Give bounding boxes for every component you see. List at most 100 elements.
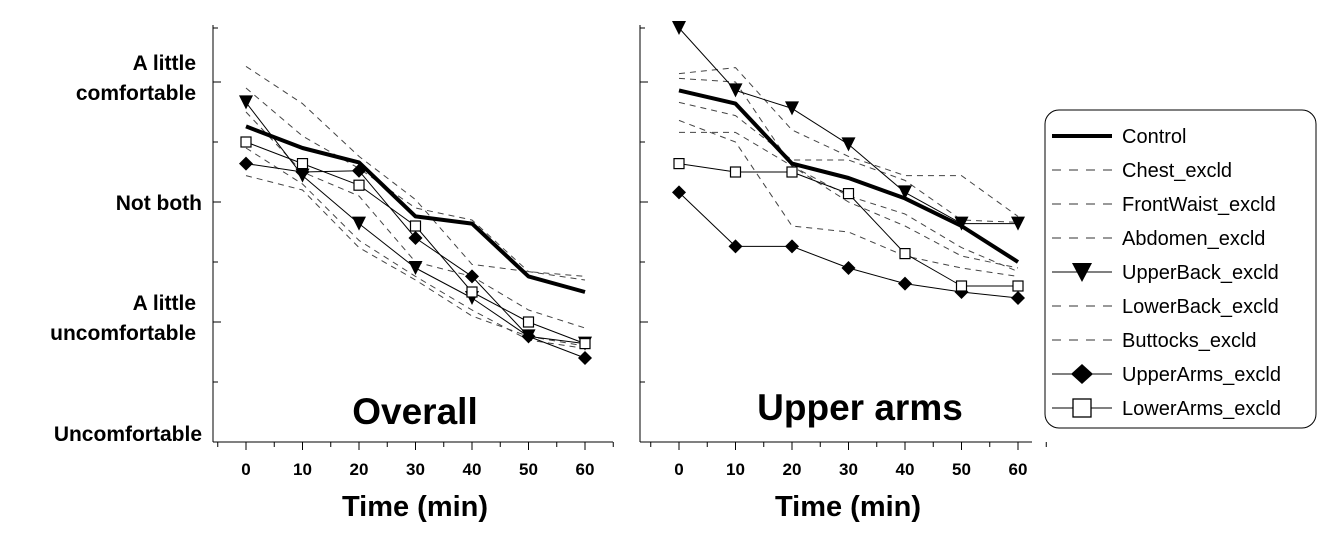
panel-upper-arms: 0 10 20 30 40 50 60 Upper arms Time (min) [639,21,1047,523]
x-tick-label: 40 [896,460,915,479]
series-upperarms-excld [239,156,592,365]
series-lowerarms-excld [673,158,1024,292]
legend-item-abdomen-excld: Abdomen_excld [1052,228,1265,250]
legend-item-control: Control [1052,126,1186,148]
x-tick-label: 30 [839,460,858,479]
series-buttocks-excld [245,175,586,347]
series-chest-excld [678,67,1019,217]
data-point-upperback-excld [1011,216,1025,231]
series-lowerback-excld [678,119,1019,277]
series-line-chest-excld [678,67,1019,217]
legend-item-upperback-excld: UpperBack_excld [1052,262,1279,284]
x-tick-label: 60 [1009,460,1028,479]
data-point-lowerarms-excld [729,166,742,178]
legend-label: Abdomen_excld [1122,228,1265,250]
legend-triangle-icon [1072,263,1092,282]
legend-item-buttocks-excld: Buttocks_excld [1052,330,1257,352]
data-point-upperarms-excld [408,231,423,245]
data-point-upperback-excld [841,137,856,152]
legend-label: Chest_excld [1122,160,1232,182]
data-point-lowerarms-excld [296,158,309,170]
data-point-lowerarms-excld [673,158,685,170]
data-point-upperarms-excld [1011,291,1025,305]
data-point-lowerarms-excld [353,179,365,191]
legend-label: Control [1122,126,1186,148]
legend-label: LowerArms_excld [1122,398,1281,420]
y-tick-label-line: comfortable [76,82,196,105]
x-tick-label: 0 [674,460,683,479]
y-tick-label-a-little-comfortable: A little comfortable [76,52,196,105]
series-line-control [245,124,586,294]
data-point-upperback-excld [728,83,743,98]
data-point-lowerarms-excld [240,136,252,148]
x-tick-label: 10 [726,460,745,479]
data-point-lowerarms-excld [786,166,798,178]
legend-item-upperarms-excld: UpperArms_excld [1052,364,1281,386]
data-point-lowerarms-excld [1012,280,1024,292]
data-point-lowerarms-excld [899,248,911,260]
x-tick-label: 60 [576,460,595,479]
y-tick-label-line: A little [133,52,196,75]
data-point-lowerarms-excld [955,280,968,292]
legend-box [1044,109,1317,429]
series-line-buttocks-excld [678,77,1019,269]
data-point-upperarms-excld [521,329,536,344]
panel-title: Overall [352,391,477,432]
series-lowerarms-excld [240,136,591,350]
data-point-upperback-excld [954,216,969,231]
legend-label: FrontWaist_excld [1122,194,1276,216]
data-point-upperback-excld [239,95,253,110]
series-lowerback-excld [245,147,586,349]
x-tick-label: 20 [783,460,802,479]
x-tick-label: 30 [406,460,425,479]
legend-label: Buttocks_excld [1122,330,1257,352]
data-point-upperarms-excld [728,239,743,254]
series-line-lowerback-excld [245,147,586,349]
legend-item-frontwaist-excld: FrontWaist_excld [1052,194,1276,216]
data-point-upperback-excld [785,101,799,116]
legend-diamond-icon [1071,364,1093,384]
data-point-upperarms-excld [672,185,686,200]
series-frontwaist-excld [678,101,1019,223]
series-chest-excld [245,65,586,277]
legend-item-lowerarms-excld: LowerArms_excld [1052,398,1281,420]
data-point-lowerarms-excld [579,338,591,350]
panel-overall: 0 10 20 30 40 50 60 Uncomfortable A little uncomf… [50,25,614,523]
x-tick-label: 0 [241,460,250,479]
series-line-frontwaist-excld [678,101,1019,223]
y-tick-label-not-both: Not both [116,192,202,215]
x-tick-label: 50 [952,460,971,479]
series-upperarms-excld [672,185,1025,305]
data-point-upperarms-excld [785,239,799,254]
series-line-lowerback-excld [678,119,1019,277]
data-point-upperarms-excld [578,351,592,365]
series-control [245,124,586,294]
series-line-buttocks-excld [245,175,586,347]
data-point-lowerarms-excld [466,286,478,298]
data-point-upperarms-excld [898,276,912,291]
legend-label: UpperArms_excld [1122,364,1281,386]
data-point-upperarms-excld [841,261,856,275]
data-point-upperback-excld [352,216,366,231]
x-tick-label: 20 [350,460,369,479]
x-axis-title: Time (min) [342,491,488,523]
series-upperback-excld [672,21,1025,231]
y-tick-label-a-little-uncomfortable: A little uncomfortable [50,292,196,345]
y-tick-label-line: uncomfortable [50,322,196,345]
series-line-abdomen-excld [679,131,1019,273]
panel-title: Upper arms [757,387,963,428]
x-axis-title: Time (min) [775,491,921,523]
series-abdomen-excld [679,131,1019,273]
y-tick-label-uncomfortable: Uncomfortable [54,423,202,446]
legend-item-chest-excld: Chest_excld [1052,160,1232,182]
legend-label: UpperBack_excld [1122,262,1279,284]
data-point-upperback-excld [408,261,423,275]
data-point-lowerarms-excld [842,188,855,200]
series-control [678,88,1020,264]
series-line-frontwaist-excld [245,87,586,281]
series-line-control [678,88,1020,264]
series-line-upperarms-excld [245,163,586,359]
y-tick-label-line: A little [133,292,196,315]
legend-item-lowerback-excld: LowerBack_excld [1052,296,1279,318]
